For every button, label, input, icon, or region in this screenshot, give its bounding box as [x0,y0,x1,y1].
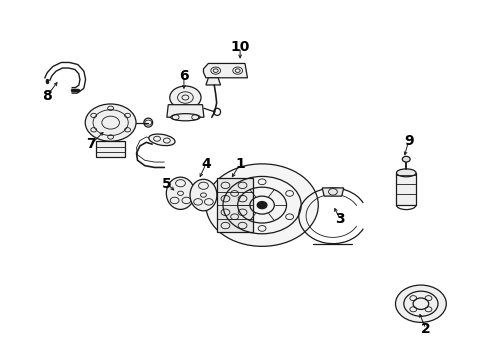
Text: 9: 9 [404,134,414,148]
Text: 2: 2 [421,322,431,336]
Ellipse shape [149,134,175,146]
Circle shape [402,156,410,162]
Polygon shape [96,141,125,157]
Text: 4: 4 [201,157,211,171]
Polygon shape [203,63,247,78]
Circle shape [257,202,267,209]
Ellipse shape [166,177,195,210]
Ellipse shape [396,169,416,177]
Polygon shape [206,78,220,85]
Text: 8: 8 [42,89,52,103]
Polygon shape [322,188,343,196]
Ellipse shape [171,114,200,121]
Circle shape [170,86,201,109]
Ellipse shape [190,179,217,211]
Text: 1: 1 [235,157,245,171]
Text: 3: 3 [336,212,345,226]
Text: 10: 10 [230,40,250,54]
Circle shape [85,104,136,141]
Circle shape [206,164,318,246]
Polygon shape [217,178,253,232]
Circle shape [395,285,446,322]
Text: 7: 7 [86,137,96,151]
Text: 5: 5 [162,177,171,190]
Polygon shape [167,105,204,117]
Polygon shape [396,173,416,205]
Text: 6: 6 [179,69,189,83]
